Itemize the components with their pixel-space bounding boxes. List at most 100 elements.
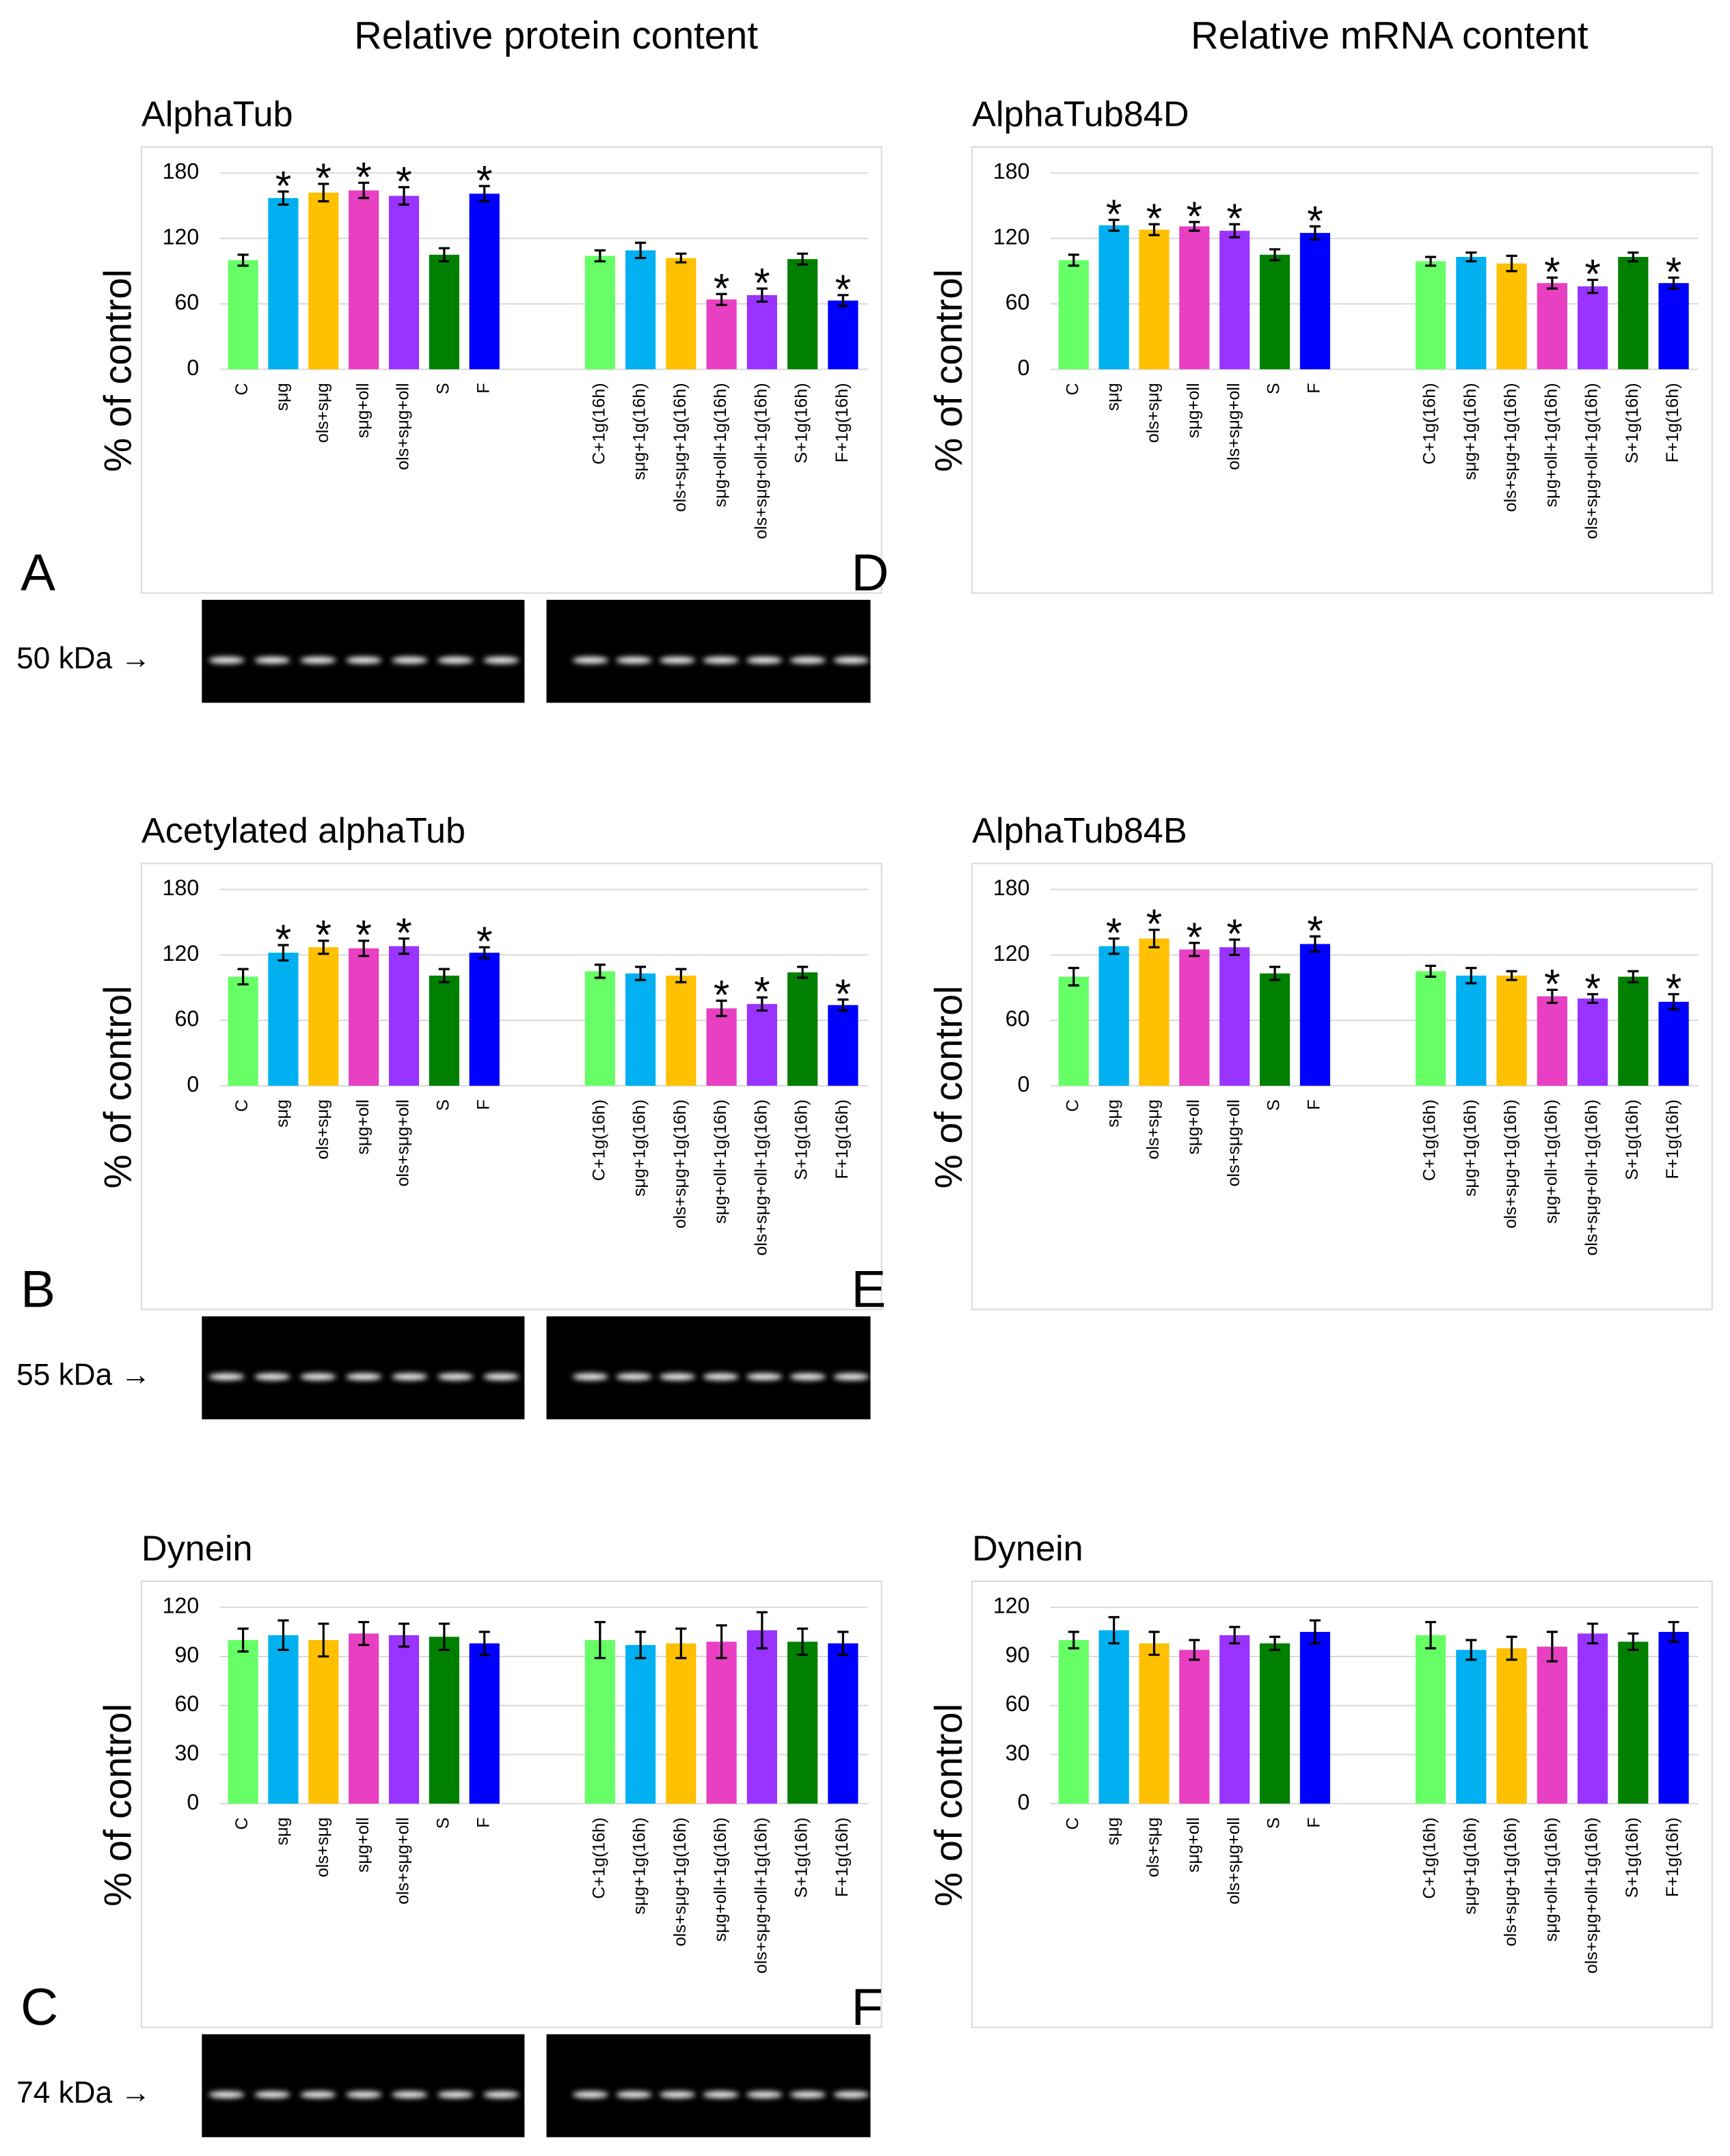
error-bar <box>1546 276 1558 290</box>
significance-star: * <box>835 970 851 1017</box>
x-tick-label: sμg+1g(16h) <box>1461 383 1480 480</box>
x-tick-label: sμg <box>273 383 292 411</box>
blot-band <box>703 1373 739 1380</box>
error-bar <box>318 940 329 955</box>
chart-title: AlphaTub <box>141 95 293 135</box>
blot-band <box>572 1373 608 1380</box>
y-tick-label: 0 <box>1018 1072 1030 1096</box>
y-tick-label: 60 <box>1005 1691 1030 1716</box>
x-tick-label: S+1g(16h) <box>1623 1817 1642 1898</box>
error-bar <box>1546 1630 1558 1663</box>
bar <box>1058 977 1089 1086</box>
x-tick-label: ols+sμg+1g(16h) <box>671 383 690 512</box>
error-bar <box>438 968 450 983</box>
x-tick-label: F <box>474 383 493 393</box>
bar <box>1259 254 1290 370</box>
bar <box>469 1643 500 1804</box>
significance-star: * <box>1544 960 1560 1007</box>
blot-band <box>483 1373 519 1380</box>
x-tick-label: sμg+oll+1g(16h) <box>1541 1817 1560 1941</box>
bar <box>1496 975 1527 1086</box>
error-bar <box>797 252 809 266</box>
x-tick-label: S <box>1265 1100 1284 1111</box>
error-bar <box>1425 256 1437 267</box>
x-tick-label: ols+sμg+oll+1g(16h) <box>751 383 770 539</box>
bar <box>1299 232 1331 370</box>
significance-star: * <box>275 916 291 962</box>
error-bar <box>318 182 329 203</box>
blot-band <box>346 2091 382 2099</box>
blot-band <box>789 2091 826 2099</box>
error-bar <box>594 1621 606 1659</box>
significance-star: * <box>476 918 492 964</box>
x-tick-label: ols+sμg <box>313 383 332 443</box>
x-tick-label: S+1g(16h) <box>1623 1100 1642 1180</box>
blot-band <box>392 1373 428 1380</box>
error-bar <box>1189 1639 1200 1661</box>
x-tick-label: sμg+oll+1g(16h) <box>1541 1100 1560 1224</box>
y-tick-label: 0 <box>1018 1790 1030 1814</box>
blot-band <box>208 2091 245 2099</box>
x-tick-label: ols+sμg+oll+1g(16h) <box>1582 1100 1601 1256</box>
error-bar <box>797 966 809 979</box>
bar <box>1618 977 1649 1086</box>
y-axis-label: % of control <box>927 1704 970 1907</box>
y-tick-label: 60 <box>175 1007 200 1031</box>
error-bar <box>1189 221 1200 232</box>
error-bar <box>1108 937 1120 955</box>
y-axis-label: % of control <box>96 985 139 1188</box>
x-tick-label: S+1g(16h) <box>792 1100 811 1180</box>
blot-image <box>202 1316 525 1419</box>
bar <box>1537 1646 1567 1804</box>
bar <box>308 192 339 370</box>
significance-star: * <box>355 154 371 200</box>
x-tick-label: sμg <box>1103 1817 1122 1845</box>
blot-band <box>746 1373 783 1380</box>
error-bar <box>438 247 450 262</box>
x-tick-label: C <box>232 1817 252 1829</box>
y-tick-label: 90 <box>1005 1642 1030 1667</box>
blot-band <box>300 2091 336 2099</box>
significance-star: * <box>1146 195 1162 241</box>
error-bar <box>837 998 849 1012</box>
error-bar <box>756 996 768 1012</box>
blot-band <box>833 2091 869 2099</box>
x-tick-label: C+1g(16h) <box>589 1817 608 1898</box>
bar <box>1139 1643 1170 1804</box>
bar <box>1299 944 1331 1086</box>
y-tick-label: 60 <box>175 290 200 314</box>
blot-band <box>616 1373 652 1380</box>
x-tick-label: ols+sμg <box>1144 1817 1163 1877</box>
bar <box>429 1637 459 1804</box>
error-bar <box>1189 942 1200 957</box>
error-bar <box>1465 251 1477 262</box>
blot-band <box>437 657 474 664</box>
y-tick-label: 0 <box>187 1072 199 1096</box>
blot-image <box>546 599 871 703</box>
x-tick-label: C+1g(16h) <box>589 1100 608 1181</box>
x-tick-label: ols+sμg <box>313 1100 332 1160</box>
error-bar <box>1668 276 1679 290</box>
x-tick-label: ols+sμg <box>1144 383 1163 443</box>
bar <box>1415 971 1446 1086</box>
error-bar <box>278 944 289 961</box>
error-bar <box>278 1619 289 1651</box>
bar <box>1179 1650 1210 1804</box>
significance-star: * <box>714 971 729 1018</box>
blot-image <box>546 1316 871 1419</box>
bar <box>746 295 777 370</box>
bar <box>1456 256 1487 370</box>
error-bar <box>358 940 370 957</box>
blot-image <box>202 2034 525 2138</box>
x-tick-label: C+1g(16h) <box>1420 1817 1440 1898</box>
x-tick-label: F <box>474 1100 493 1110</box>
blot-band <box>833 1373 869 1380</box>
bar <box>787 1641 818 1804</box>
x-tick-label: F <box>1305 1817 1324 1827</box>
panel-letter: E <box>851 1260 886 1318</box>
x-tick-label: sμg <box>273 1817 292 1845</box>
x-tick-label: S <box>433 1817 452 1829</box>
bar <box>1058 260 1089 370</box>
bar <box>746 1630 777 1804</box>
